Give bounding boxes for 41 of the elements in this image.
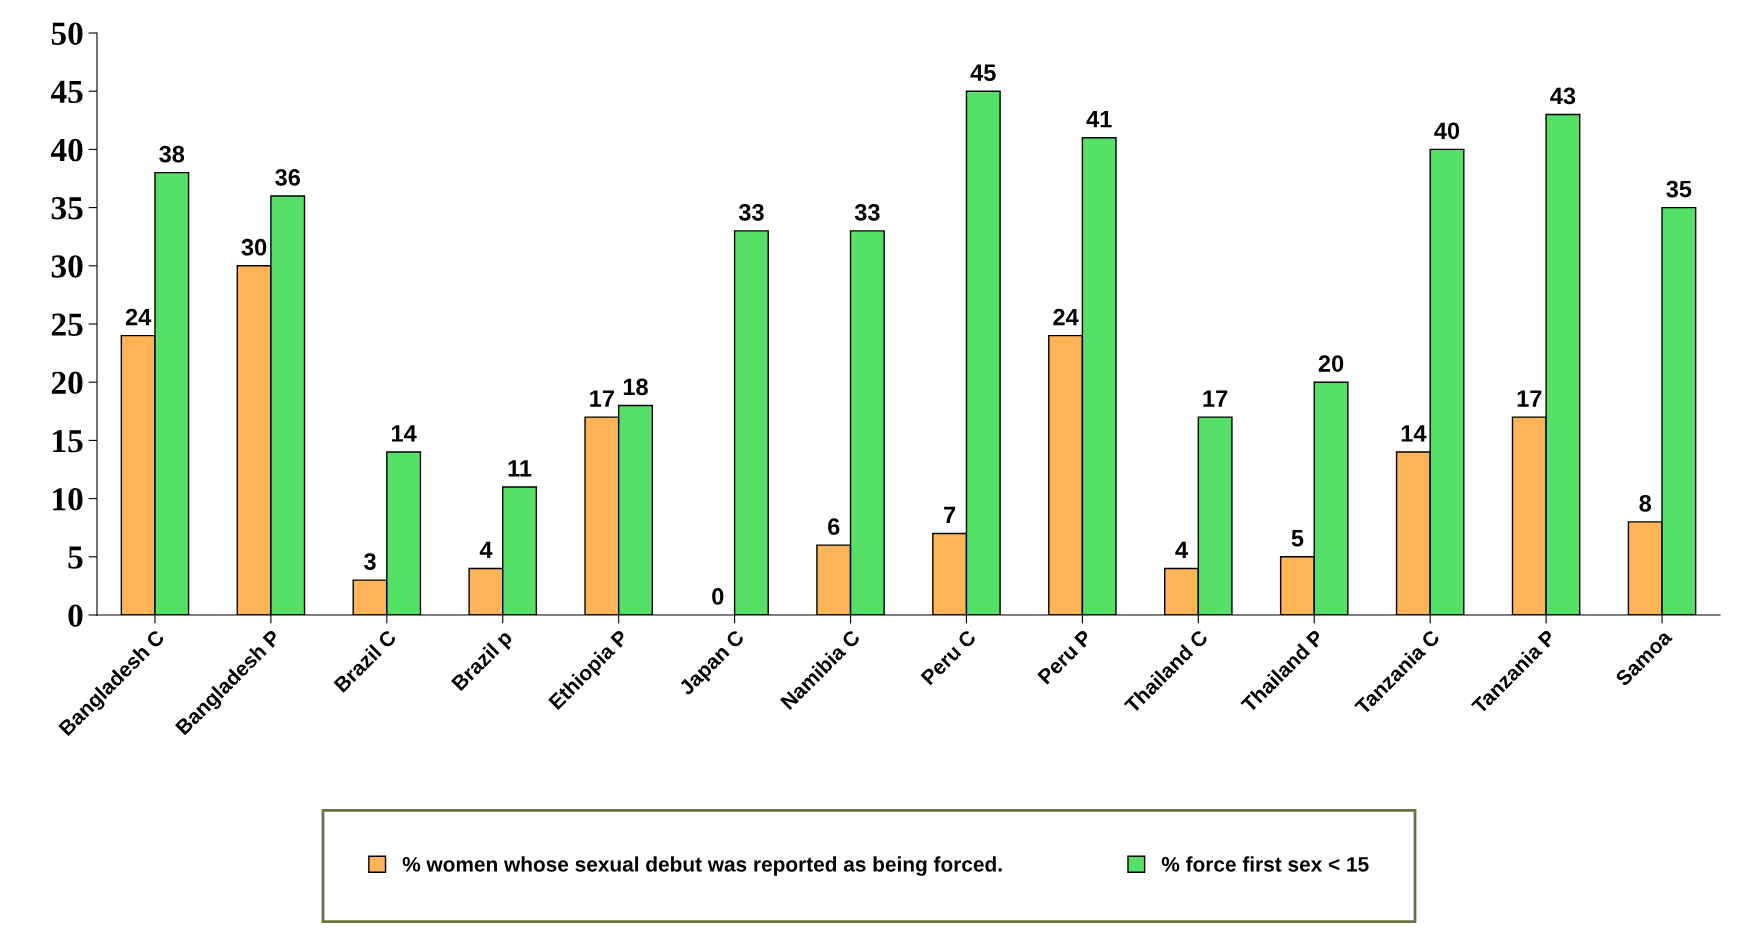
data-label: 20 (1318, 355, 1344, 372)
data-label: 30 (241, 238, 267, 256)
data-label: 17 (590, 390, 614, 407)
data-label: 18 (623, 378, 648, 396)
data-label: 11 (508, 460, 532, 477)
y-tick-label: 5 (68, 546, 83, 569)
data-label: 43 (1550, 87, 1576, 105)
data-label: 24 (125, 308, 152, 326)
data-label: 45 (970, 64, 996, 81)
data-label: 14 (1401, 425, 1427, 442)
data-label: 4 (479, 541, 493, 558)
data-label: 33 (854, 203, 880, 221)
data-label: 7 (944, 506, 956, 524)
data-label: 6 (828, 518, 840, 535)
data-label: 38 (159, 145, 185, 163)
data-label: 17 (1517, 390, 1542, 407)
data-label: 40 (1434, 122, 1460, 140)
data-label: 0 (712, 588, 724, 605)
data-label: 8 (1639, 494, 1652, 512)
y-tick-label: 35 (51, 197, 83, 220)
data-label: 24 (1053, 308, 1079, 326)
y-tick-label: 0 (68, 604, 83, 627)
y-tick-label: 30 (51, 255, 83, 278)
data-label: 4 (1175, 541, 1188, 558)
data-label: 5 (1291, 530, 1304, 547)
legend-label: % force first sex < 15 (1161, 856, 1369, 872)
data-label: 41 (1086, 111, 1112, 128)
data-label: 35 (1666, 180, 1692, 198)
y-tick-label: 25 (51, 313, 83, 336)
y-tick-label: 45 (50, 80, 83, 104)
y-tick-label: 50 (51, 22, 83, 45)
data-label: 33 (738, 203, 764, 221)
y-tick-label: 20 (51, 371, 83, 395)
data-label: 14 (391, 425, 417, 442)
data-label: 36 (275, 169, 300, 186)
y-tick-label: 15 (53, 429, 83, 453)
legend-label: % women whose sexual debut was reported as being forced. (402, 856, 1002, 876)
data-label: 3 (363, 553, 376, 570)
data-label: 17 (1203, 390, 1228, 407)
y-tick-label: 40 (50, 138, 83, 162)
y-tick-label: 10 (53, 488, 83, 511)
